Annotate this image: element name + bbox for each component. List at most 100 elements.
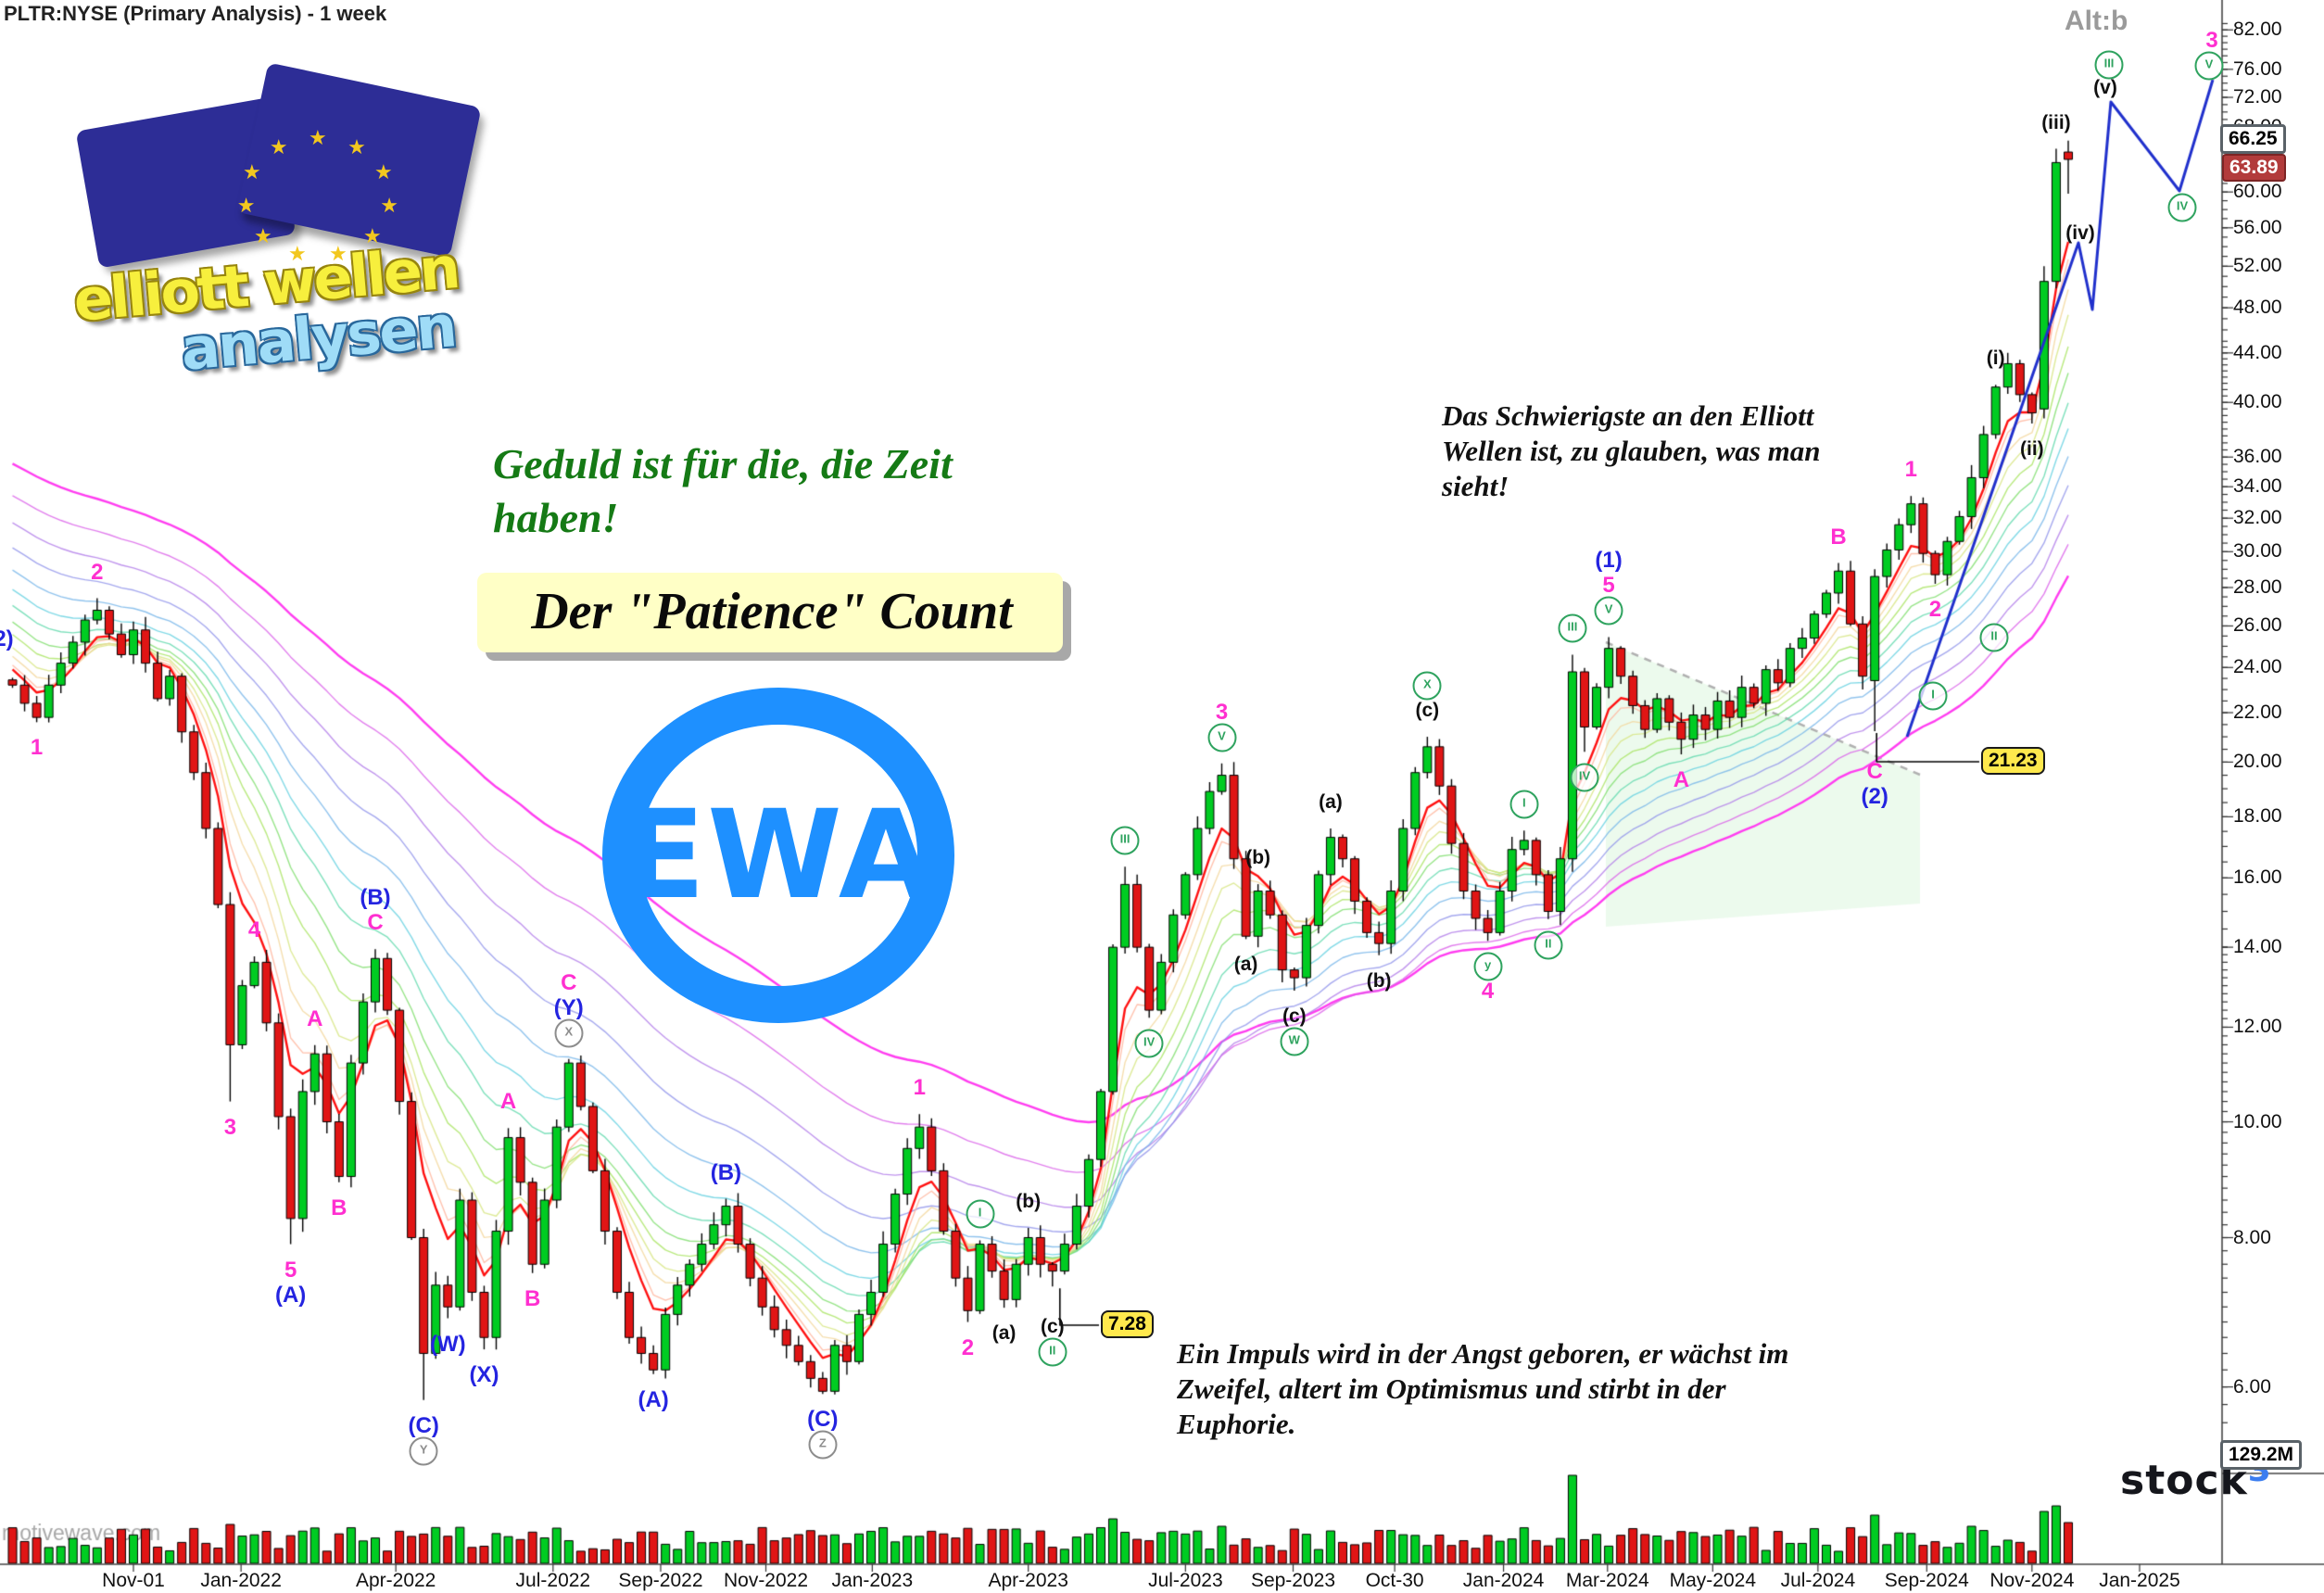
eu-star-icon: ★ bbox=[328, 242, 347, 266]
price-axis-label: 56.00 bbox=[2233, 216, 2282, 238]
date-axis-label: Jan-2023 bbox=[831, 1570, 914, 1591]
price-axis-label: 82.00 bbox=[2233, 19, 2282, 41]
wave-label: (A) bbox=[274, 1282, 307, 1308]
price-axis-label: 18.00 bbox=[2233, 805, 2282, 828]
wave-label-circled: X bbox=[554, 1018, 584, 1048]
wave-label: (c) bbox=[1415, 700, 1440, 722]
wave-label: 3 bbox=[223, 1114, 237, 1140]
wave-label-circled: IV bbox=[2167, 193, 2197, 222]
wave-label: (a) bbox=[1319, 791, 1343, 814]
wave-label: (iv) bbox=[2065, 222, 2095, 244]
eu-star-icon: ★ bbox=[362, 223, 382, 247]
wave-label: (b) bbox=[1366, 969, 1392, 992]
wave-label-circled: III bbox=[2094, 50, 2124, 80]
patience-count-box: Der "Patience" Count bbox=[477, 573, 1063, 652]
wave-label: A bbox=[307, 1005, 323, 1031]
date-axis-label: Sep-2022 bbox=[618, 1570, 703, 1591]
price-callout-7-28: 7.28 bbox=[1101, 1310, 1154, 1338]
date-axis-label: Mar-2024 bbox=[1565, 1570, 1649, 1591]
price-axis-label: 6.00 bbox=[2233, 1375, 2271, 1397]
price-axis-label: 76.00 bbox=[2233, 57, 2282, 80]
price-axis-label: 10.00 bbox=[2233, 1110, 2282, 1132]
wave-label-circled: III bbox=[1110, 826, 1140, 855]
wave-label: 5 bbox=[284, 1257, 297, 1283]
price-axis-label: 40.00 bbox=[2233, 391, 2282, 413]
wave-label: (A) bbox=[638, 1386, 669, 1412]
wave-label: (c) bbox=[1282, 1005, 1307, 1028]
price-axis-label: 32.00 bbox=[2233, 507, 2282, 529]
wave-label: 2 bbox=[961, 1334, 975, 1360]
date-axis-label: Jan-2022 bbox=[200, 1570, 282, 1591]
wave-label: (1) bbox=[1595, 548, 1623, 574]
wave-label-circled: W bbox=[1280, 1027, 1309, 1056]
eu-star-icon: ★ bbox=[347, 135, 366, 159]
wave-label: 5 bbox=[1602, 573, 1615, 599]
date-axis-label: Jul-2024 bbox=[1780, 1570, 1856, 1591]
price-axis-label: 16.00 bbox=[2233, 866, 2282, 889]
wave-label: (2) bbox=[1861, 783, 1888, 809]
wave-label-circled: III bbox=[1558, 613, 1587, 643]
wave-label: (c) bbox=[1040, 1316, 1065, 1338]
price-axis-label: 28.00 bbox=[2233, 575, 2282, 598]
price-tag-last: 63.89 bbox=[2222, 154, 2286, 182]
elliott-wellen-analysen-logo: ★ ★ ★ ★ ★ ★ ★ ★ ★ ★ ★ elliott wellen analysen bbox=[69, 62, 496, 384]
date-axis-label: Sep-2024 bbox=[1884, 1570, 1969, 1591]
price-axis-label: 8.00 bbox=[2233, 1226, 2271, 1248]
wave-label-circled: II bbox=[1038, 1337, 1067, 1367]
eu-star-icon: ★ bbox=[288, 242, 307, 266]
wave-label-circled: V bbox=[2194, 51, 2224, 81]
date-axis-label: May-2024 bbox=[1669, 1570, 1757, 1591]
wave-label-circled: I bbox=[1918, 681, 1948, 711]
date-axis-label: Jul-2023 bbox=[1148, 1570, 1223, 1591]
wave-label-circled: IV bbox=[1570, 763, 1599, 792]
wave-label: B bbox=[1830, 524, 1847, 550]
eu-star-icon: ★ bbox=[380, 194, 398, 218]
alt-count-label: Alt:b bbox=[2065, 6, 2128, 36]
wave-label: 1 bbox=[913, 1075, 926, 1101]
price-axis-label: 34.00 bbox=[2233, 475, 2282, 498]
wave-label-circled: II bbox=[1979, 623, 2009, 652]
wave-label-circled: I bbox=[1509, 790, 1539, 819]
wave-label: (a) bbox=[991, 1322, 1017, 1345]
wave-label: 3 bbox=[1215, 699, 1229, 725]
wave-label: 1 bbox=[1904, 457, 1918, 483]
wave-label: 4 bbox=[247, 917, 261, 942]
quote-impuls: Ein Impuls wird in der Angst geboren, er… bbox=[1177, 1337, 1789, 1440]
price-tag-session-high: 66.25 bbox=[2220, 124, 2286, 154]
wave-label: (X) bbox=[469, 1362, 499, 1388]
date-axis-label: Apr-2022 bbox=[355, 1570, 436, 1591]
wave-label-circled: V bbox=[1594, 596, 1623, 626]
wave-label: C bbox=[367, 910, 384, 936]
wave-label: A bbox=[1673, 767, 1690, 793]
eu-star-icon: ★ bbox=[373, 160, 393, 184]
price-axis-label: 14.00 bbox=[2233, 936, 2282, 958]
wave-label: (Y) bbox=[553, 994, 584, 1020]
wave-label-circled: II bbox=[1534, 930, 1563, 960]
price-axis-label: 20.00 bbox=[2233, 751, 2282, 773]
ewa-badge-icon: EWA bbox=[602, 688, 954, 1023]
wave-label-circled: Y bbox=[409, 1436, 438, 1466]
wave-label: 2 bbox=[1928, 596, 1942, 622]
quote-geduld: Geduld ist für die, die Zeit haben! bbox=[493, 440, 953, 541]
wave-label: 4 bbox=[1481, 979, 1495, 1005]
eu-star-icon: ★ bbox=[269, 135, 288, 159]
date-axis-label: Jan-2024 bbox=[1462, 1570, 1545, 1591]
wave-label: C bbox=[561, 969, 577, 995]
date-axis-label: Jan-2025 bbox=[2099, 1570, 2180, 1591]
date-axis-label: Sep-2023 bbox=[1250, 1570, 1336, 1591]
wave-label-circled: I bbox=[966, 1199, 994, 1229]
eu-star-icon: ★ bbox=[236, 194, 256, 218]
price-axis-label: 36.00 bbox=[2233, 446, 2282, 468]
price-axis-label: 48.00 bbox=[2233, 297, 2282, 319]
price-callout-21-23: 21.23 bbox=[1981, 747, 2045, 775]
wave-label: (v) bbox=[2093, 77, 2117, 98]
wave-label: (2) bbox=[0, 626, 14, 651]
wave-label: (b) bbox=[1245, 847, 1271, 869]
wave-label: 2 bbox=[91, 559, 104, 585]
quote-elliott-wellen: Das Schwierigste an den Elliott Wellen i… bbox=[1442, 399, 1821, 502]
wave-label: 3 bbox=[2205, 28, 2218, 53]
ewa-badge-text: EWA bbox=[622, 784, 935, 927]
wave-label: (iii) bbox=[2041, 111, 2071, 133]
